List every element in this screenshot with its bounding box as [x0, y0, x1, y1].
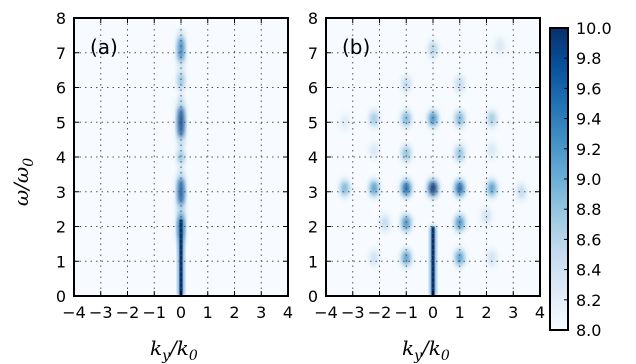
heat-spot [517, 185, 526, 199]
x-tick-label: 0 [428, 303, 438, 322]
colorbar-ticks: 8.0 8.2 8.4 8.6 8.8 9.0 9.2 9.4 9.6 9.8 10.0 [564, 19, 612, 340]
y-tick-label: 0 [308, 287, 318, 306]
heat-spot [487, 112, 496, 126]
y-tick-label: 7 [56, 44, 66, 63]
panel-a-label: (a) [90, 35, 118, 59]
heat-spot [455, 146, 464, 161]
heat-spot [340, 115, 349, 129]
y-tick-label: 8 [56, 9, 66, 28]
colorbar-tick-label: 8.6 [576, 230, 601, 249]
x-tick-label: 2 [481, 303, 491, 322]
y-tick-label: 3 [56, 183, 66, 202]
heat-spot [455, 216, 464, 230]
y-tick-label: 5 [56, 113, 66, 132]
heat-spot [402, 251, 411, 265]
heat-spot [370, 181, 379, 195]
y-tick-label: 0 [56, 287, 66, 306]
y-tick-label: 4 [56, 148, 66, 167]
x-tick-label: 4 [283, 303, 293, 322]
y-tick-label: 1 [56, 252, 66, 271]
x-tick-label: −4 [62, 303, 86, 322]
heat-spot [178, 177, 184, 206]
x-tick-label: −1 [394, 303, 418, 322]
colorbar-tick-label: 8.4 [576, 261, 601, 280]
y-tick-label: 6 [308, 79, 318, 98]
colorbar-tick-label: 9.0 [576, 170, 601, 189]
heat-spot [487, 251, 496, 265]
panel-b-label: (b) [342, 35, 370, 59]
x-tick-label: −2 [116, 303, 140, 322]
heat-spot [380, 216, 389, 230]
panel-b-grid [326, 18, 540, 296]
x-tick-label: 1 [455, 303, 465, 322]
panel-a-heatmap [175, 27, 187, 296]
x-tick-label: −3 [341, 303, 365, 322]
x-tick-label: 4 [535, 303, 545, 322]
y-tick-label: 5 [308, 113, 318, 132]
x-tick-label: 0 [176, 303, 186, 322]
x-axis-label-b: ky/k0 [402, 336, 450, 364]
heat-spot [178, 106, 184, 138]
y-tick-label: 2 [308, 218, 318, 237]
heat-spot [455, 181, 464, 195]
x-axis-label-a: ky/k0 [150, 336, 198, 364]
colorbar-tick-label: 9.6 [576, 79, 601, 98]
heat-spot [370, 112, 379, 126]
panel-b-heatmap [337, 33, 529, 296]
y-tick-label: 6 [56, 79, 66, 98]
x-tick-label: 2 [229, 303, 239, 322]
heat-spot [370, 143, 379, 157]
colorbar-tick-label: 8.0 [576, 321, 601, 340]
y-tick-label: 8 [308, 9, 318, 28]
colorbar-tick-label: 9.4 [576, 110, 601, 129]
panel-a-grid [74, 18, 288, 296]
colorbar-tick-label: 9.8 [576, 49, 601, 68]
colorbar-tick-label: 9.2 [576, 140, 601, 159]
x-tick-label: 1 [203, 303, 213, 322]
heat-spot [455, 112, 464, 126]
y-axis-label: ω/ω0 [9, 158, 37, 206]
colorbar: 8.0 8.2 8.4 8.6 8.8 9.0 9.2 9.4 9.6 9.8 10.0 [549, 19, 612, 340]
colorbar-fill [550, 28, 568, 330]
heat-spot [370, 251, 379, 265]
heat-spot [178, 37, 184, 62]
x-tick-label: −4 [314, 303, 338, 322]
heat-streak [179, 219, 183, 296]
x-tick-label: −1 [142, 303, 166, 322]
y-tick-label: 4 [308, 148, 318, 167]
y-tick-label: 1 [308, 252, 318, 271]
colorbar-tick-label: 10.0 [576, 19, 612, 38]
x-tick-label: 3 [256, 303, 266, 322]
heat-spot [340, 181, 349, 195]
heat-spot [487, 181, 496, 195]
heat-spot [178, 72, 184, 89]
y-tick-label: 7 [308, 44, 318, 63]
colorbar-tick-label: 8.2 [576, 291, 601, 310]
y-tick-label: 2 [56, 218, 66, 237]
heat-spot [487, 143, 496, 157]
y-tick-label: 3 [308, 183, 318, 202]
heat-spot [496, 39, 504, 53]
colorbar-tick-label: 8.8 [576, 200, 601, 219]
heat-spot [455, 251, 464, 265]
x-tick-label: −2 [368, 303, 392, 322]
heat-spot [429, 42, 437, 56]
heat-spot [402, 146, 411, 161]
x-tick-label: −3 [89, 303, 113, 322]
x-tick-label: 3 [508, 303, 518, 322]
